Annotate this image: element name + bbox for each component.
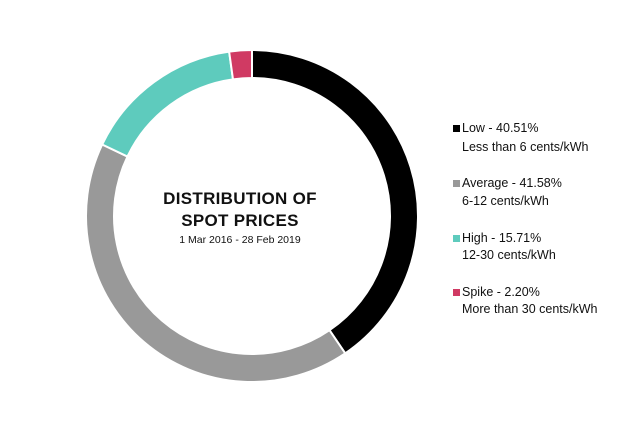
legend-range-average: 6-12 cents/kWh: [462, 194, 549, 208]
legend: Low - 40.51% Less than 6 cents/kWh Avera…: [453, 121, 598, 316]
chart-title-line-2: SPOT PRICES: [181, 211, 299, 230]
legend-item-average: Average - 41.58% 6-12 cents/kWh: [453, 176, 562, 208]
chart-center-text: DISTRIBUTION OF SPOT PRICES 1 Mar 2016 -…: [163, 189, 317, 246]
slice-spike: [227, 48, 253, 81]
legend-item-low: Low - 40.51% Less than 6 cents/kWh: [453, 121, 589, 154]
legend-item-spike: Spike - 2.20% More than 30 cents/kWh: [453, 285, 598, 316]
legend-range-spike: More than 30 cents/kWh: [462, 302, 598, 316]
donut-slices: [85, 48, 419, 383]
legend-label-low: Low - 40.51%: [462, 121, 538, 135]
legend-label-average: Average - 41.58%: [462, 176, 562, 190]
legend-label-high: High - 15.71%: [462, 231, 541, 245]
legend-range-high: 12-30 cents/kWh: [462, 248, 556, 262]
legend-item-high: High - 15.71% 12-30 cents/kWh: [453, 231, 556, 262]
slice-high: [100, 50, 235, 158]
legend-swatch-high: [453, 235, 460, 242]
legend-label-spike: Spike - 2.20%: [462, 285, 540, 299]
legend-range-low: Less than 6 cents/kWh: [462, 140, 589, 154]
legend-swatch-spike: [453, 289, 460, 296]
legend-swatch-low: [453, 125, 460, 132]
chart-subtitle: 1 Mar 2016 - 28 Feb 2019: [179, 234, 301, 246]
legend-swatch-average: [453, 180, 460, 187]
chart-title-line-1: DISTRIBUTION OF: [163, 189, 317, 208]
slice-average: [85, 143, 347, 383]
